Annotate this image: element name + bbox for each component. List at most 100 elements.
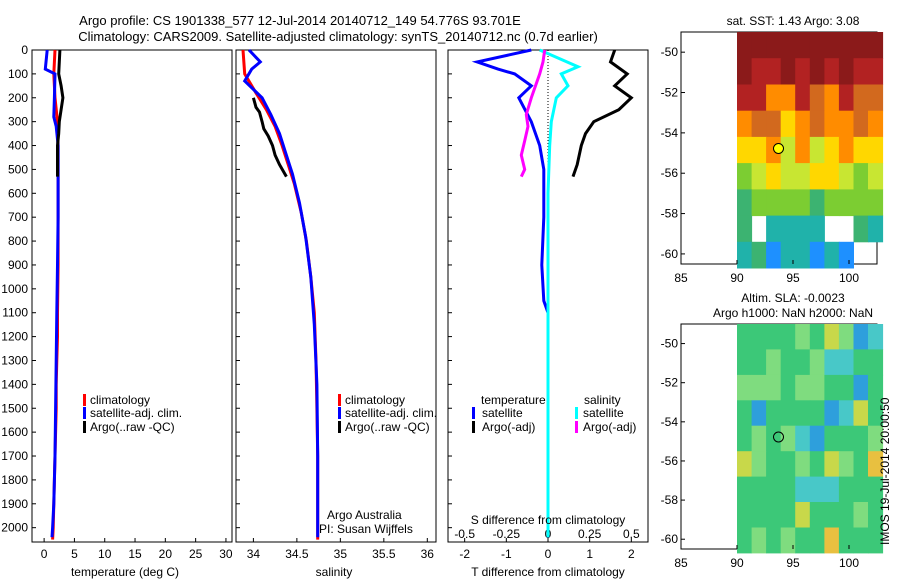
map-cell	[780, 349, 796, 376]
x-tick-label: 15	[128, 547, 142, 561]
map-cell	[853, 425, 869, 452]
map-cell	[737, 215, 753, 243]
map-cell	[766, 324, 782, 350]
legend-title-salinity: salinity	[584, 393, 621, 407]
map-cell	[824, 110, 840, 138]
map-x-tick-label: 100	[839, 271, 859, 285]
map-cell	[809, 349, 825, 376]
depth-tick-label: 1400	[1, 377, 28, 391]
series-line-salinity-argo-adj-	[519, 49, 547, 178]
sst-map-cells	[737, 32, 884, 269]
depth-tick-label: 1200	[1, 330, 28, 344]
map-cell	[766, 400, 782, 427]
map-cell	[737, 189, 753, 217]
map-cell	[853, 84, 869, 112]
legend-label-satellite: satellite-adj. clim.	[90, 406, 182, 420]
depth-tick-label: 1800	[1, 473, 28, 487]
salinity-legend: climatology satellite-adj. clim. Argo(..…	[338, 393, 437, 434]
map-cell	[838, 163, 854, 190]
s-tick-label: 0.5	[623, 527, 640, 541]
map-cell	[737, 451, 753, 478]
map-x-tick-label: 95	[786, 271, 800, 285]
sla-map-panel: Altim. SLA: -0.0023 Argo h1000: NaN h200…	[661, 291, 884, 570]
depth-tick-label: 100	[8, 67, 28, 81]
map-cell	[780, 215, 796, 243]
map-cell	[838, 425, 854, 452]
map-cell	[868, 215, 884, 243]
map-cell	[824, 400, 840, 427]
difference-panel: -2 -1 0 1 2 -0.5 -0.25 0 0.25 0.5 S difference f…	[447, 48, 649, 579]
depth-tick-label: 1000	[1, 282, 28, 296]
map-cell	[751, 451, 767, 478]
map-cell	[838, 527, 854, 554]
map-cell	[795, 374, 811, 401]
map-cell	[824, 476, 840, 503]
temperature-panel: 0100200300400500600700800900100011001200…	[1, 43, 233, 579]
argo-location-marker	[773, 143, 784, 154]
title-line-1: Argo profile: CS 1901338_577 12-Jul-2014…	[79, 13, 521, 28]
map-cell	[824, 527, 840, 554]
legend-label-temp-argo: Argo(-adj)	[482, 420, 535, 434]
map-cell	[795, 451, 811, 478]
map-cell	[868, 502, 884, 528]
map-cell	[824, 502, 840, 528]
map-cell	[838, 324, 854, 350]
map-cell	[853, 349, 869, 376]
map-cell	[795, 84, 811, 112]
difference-y-ticks	[448, 49, 452, 529]
legend-label-satellite: satellite-adj. clim.	[345, 406, 437, 420]
legend-swatch-satellite	[338, 407, 341, 419]
map-cell	[751, 110, 767, 138]
map-cell	[766, 451, 782, 478]
s-tick-label: 0.25	[578, 527, 602, 541]
x-tick-label: 30	[219, 547, 233, 561]
map-cell	[868, 476, 884, 503]
map-cell	[795, 215, 811, 243]
salinity-x-axis: 34 34.5 35 35.5 36	[247, 538, 435, 561]
map-cell	[795, 349, 811, 376]
map-cell	[737, 527, 753, 554]
map-cell	[809, 502, 825, 528]
legend-swatch-temp-argo	[472, 421, 475, 433]
map-cell	[824, 374, 840, 401]
x-tick-label: 36	[421, 547, 435, 561]
depth-tick-label: 900	[8, 258, 28, 272]
map-x-tick-label: 85	[674, 556, 688, 570]
map-cell	[795, 425, 811, 452]
map-cell	[766, 502, 782, 528]
legend-swatch-climatology	[338, 394, 341, 406]
map-cell	[868, 374, 884, 401]
sla-map-title: Altim. SLA: -0.0023	[741, 291, 845, 305]
map-cell	[737, 349, 753, 376]
map-cell	[809, 374, 825, 401]
map-y-tick-label: -56	[661, 454, 679, 468]
map-cell	[824, 349, 840, 376]
legend-label-climatology: climatology	[90, 393, 150, 407]
series-line-satellite-adj-clim-	[242, 48, 320, 538]
map-cell	[824, 58, 840, 85]
map-x-tick-label: 90	[730, 556, 744, 570]
map-cell	[751, 32, 767, 59]
x-tick-label: 1	[586, 547, 593, 561]
title-line-2: Climatology: CARS2009. Satellite-adjuste…	[78, 29, 598, 44]
sst-map-panel: sat. SST: 1.43 Argo: 3.08 85 90 95 100 -50 -5…	[661, 14, 884, 285]
map-cell	[751, 163, 767, 190]
x-tick-label: 34	[247, 547, 261, 561]
map-cell	[751, 476, 767, 503]
difference-legend: temperature salinity satellite Argo(-adj…	[472, 393, 636, 434]
x-tick-label: 0	[545, 547, 552, 561]
map-cell	[737, 241, 753, 269]
map-cell	[838, 374, 854, 401]
legend-label-temp-satellite: satellite	[482, 406, 523, 420]
map-cell	[868, 110, 884, 138]
map-cell	[780, 425, 796, 452]
depth-tick-label: 1600	[1, 425, 28, 439]
map-y-tick-label: -50	[661, 337, 679, 351]
map-cell	[838, 241, 854, 269]
s-tick-label: -0.5	[454, 527, 475, 541]
depth-tick-label: 400	[8, 139, 28, 153]
map-cell	[824, 425, 840, 452]
map-cell	[853, 476, 869, 503]
map-cell	[780, 136, 796, 164]
map-cell	[766, 163, 782, 190]
